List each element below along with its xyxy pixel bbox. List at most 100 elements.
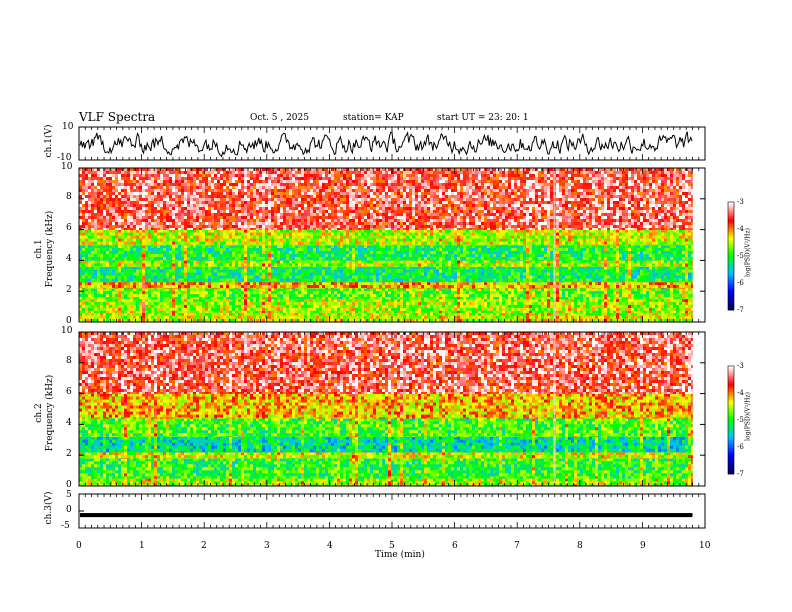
ch1-spec-cell	[304, 263, 308, 267]
ch1-spec-cell	[655, 288, 659, 292]
ch1-spec-cell	[274, 298, 278, 303]
ch1-spec-cell	[457, 284, 461, 289]
ch1-spec-cell	[685, 298, 689, 303]
ch1-spec-cell	[301, 281, 305, 286]
ch1-spec-cell	[583, 304, 587, 309]
ch1-spec-cell	[514, 291, 518, 295]
ch1-spec-cell	[421, 312, 425, 317]
ch1-spec-cell	[166, 318, 170, 323]
ch1-spec-cell	[571, 297, 575, 300]
ch1-spec-cell	[520, 297, 524, 300]
ch1-spec-cell	[520, 298, 524, 303]
ch1-spec-cell	[103, 315, 107, 320]
ch1-spec-cell	[166, 297, 170, 300]
ch1-spec-cell	[247, 310, 251, 314]
ch1-spec-cell	[688, 307, 692, 312]
ch1-spec-cell	[397, 275, 401, 279]
ch1-spec-cell	[619, 312, 623, 317]
ch1-spec-cell	[301, 291, 305, 295]
ch1-spec-cell	[556, 278, 560, 282]
ch1-spec-cell	[640, 315, 644, 320]
ch1-spec-cell	[241, 294, 245, 298]
ch1-spec-cell	[451, 284, 455, 289]
ch1-spec-cell	[463, 288, 467, 292]
ch1-spec-cell	[211, 284, 215, 289]
ch1-spec-cell	[364, 304, 368, 309]
ch1-spec-cell	[118, 281, 122, 283]
ch1-spec-cell	[313, 260, 317, 264]
ch1-spec-cell	[220, 260, 224, 264]
ch1-spec-cell	[232, 272, 236, 276]
ch1-spec-cell	[646, 275, 650, 279]
ch1-spec-cell	[673, 263, 677, 267]
ch1-spec-cell	[628, 301, 632, 306]
ch1-spec-cell	[283, 275, 287, 279]
ch1-spec-cell	[688, 284, 692, 289]
ch1-spec-cell	[460, 291, 464, 295]
ch1-spec-cell	[541, 263, 545, 267]
ch1-spec-cell	[295, 281, 299, 283]
ch1-spec-cell	[415, 304, 419, 309]
ch1-spec-cell	[487, 269, 491, 273]
ch1-spec-cell	[430, 281, 434, 286]
ch1-spec-cell	[313, 278, 317, 282]
ch1-spec-cell	[169, 310, 173, 314]
ch1-spec-cell	[496, 297, 500, 300]
ch1-spec-cell	[100, 266, 104, 270]
ch1-spec-cell	[451, 297, 455, 300]
ch1-spec-cell	[109, 291, 113, 295]
ch1-spec-cell	[118, 315, 122, 320]
ch1-spec-cell	[310, 312, 314, 317]
ch1-spec-cell	[535, 301, 539, 306]
ch1-spec-cell	[451, 298, 455, 303]
ch1-spec-cell	[415, 281, 419, 286]
ch1-spec-cell	[79, 307, 83, 312]
ch1-spec-cell	[655, 266, 659, 270]
ch1-spec-cell	[418, 301, 422, 306]
ch1-spec-cell	[397, 312, 401, 317]
ch1-spec-cell	[235, 307, 239, 312]
ch1-spec-cell	[397, 263, 401, 267]
ch1-spec-cell	[166, 294, 170, 298]
ch1-spec-cell	[460, 272, 464, 276]
ch1-spec-cell	[472, 263, 476, 267]
ch1-spec-cell	[691, 281, 693, 286]
ch1-spec-cell	[112, 263, 116, 267]
ch1-spec-cell	[427, 275, 431, 279]
ch1-spec-cell	[85, 297, 89, 300]
ch1-spec-cell	[391, 315, 395, 320]
ch1-spec-cell	[382, 272, 386, 276]
ch1-spec-cell	[589, 315, 593, 320]
ch1-spec-cell	[559, 263, 563, 267]
ch1-spec-cell	[241, 307, 245, 312]
ch1-spec-cell	[94, 275, 98, 279]
ch1-spec-cell	[451, 312, 455, 317]
ch1-spec-cell	[79, 318, 83, 323]
ch1-spec-cell	[394, 263, 398, 267]
ch1-spec-cell	[412, 297, 416, 300]
ch1-spec-cell	[448, 260, 452, 264]
ch1-spec-cell	[631, 294, 635, 298]
ch1-spec-cell	[118, 298, 122, 303]
ch1-spec-cell	[457, 304, 461, 309]
ch1-spec-cell	[262, 281, 266, 283]
ch1-spec-cell	[352, 263, 356, 267]
ch1-spec-cell	[421, 297, 425, 300]
ch1-spec-cell	[625, 312, 629, 317]
ch1-spec-cell	[175, 310, 179, 314]
ch1-spec-cell	[475, 284, 479, 289]
ch1-spec-cell	[517, 275, 521, 279]
ch1-spec-cell	[463, 294, 467, 298]
ch1-spec-cell	[367, 301, 371, 306]
ch1-spec-cell	[616, 312, 620, 317]
ch1-spec-cell	[688, 318, 692, 323]
ch1-spec-cell	[436, 272, 440, 276]
ch1-spec-cell	[523, 275, 527, 279]
ch1-spec-cell	[472, 310, 476, 314]
ch1-spec-cell	[229, 310, 233, 314]
ch1-spec-cell	[565, 272, 569, 276]
ch1-spec-cell	[322, 294, 326, 298]
ch1-spec-cell	[271, 284, 275, 289]
ch1-spec-cell	[214, 272, 218, 276]
ch1-spec-cell	[382, 266, 386, 270]
